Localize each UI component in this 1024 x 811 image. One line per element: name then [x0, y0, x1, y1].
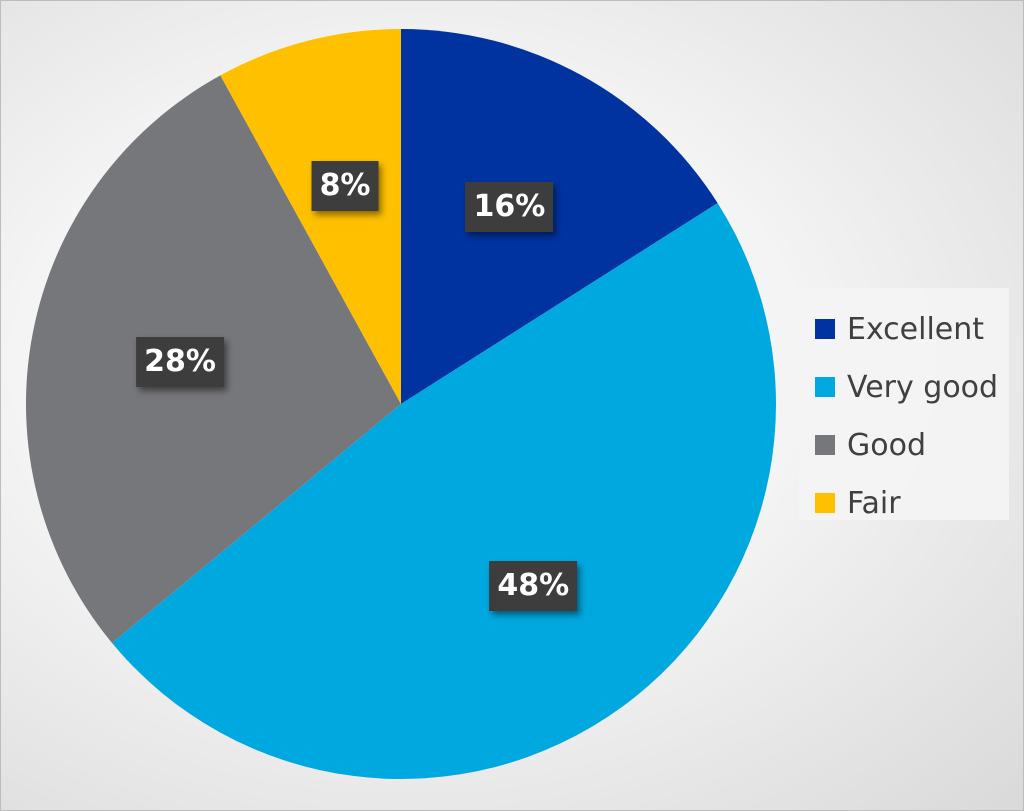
legend: Excellent Very good Good Fair	[799, 288, 1009, 521]
legend-swatch-very-good	[815, 377, 835, 397]
pie-slice-very-good	[112, 203, 776, 780]
legend-swatch-excellent	[815, 319, 835, 339]
data-label-fair: 8%	[311, 161, 379, 212]
legend-item-fair: Fair	[815, 474, 1009, 532]
data-label-excellent: 16%	[465, 181, 554, 232]
legend-label-good: Good	[847, 427, 926, 463]
legend-item-good: Good	[815, 416, 1009, 474]
legend-label-very-good: Very good	[847, 369, 999, 405]
pie-slice-excellent	[401, 29, 718, 404]
legend-item-excellent: Excellent	[815, 300, 1009, 358]
pie-slice-fair	[220, 29, 401, 404]
data-label-very-good: 48%	[489, 561, 578, 612]
legend-label-excellent: Excellent	[847, 311, 985, 347]
legend-item-very-good: Very good	[815, 358, 1009, 416]
data-label-good: 28%	[136, 336, 224, 387]
legend-swatch-fair	[815, 493, 835, 513]
legend-label-fair: Fair	[847, 485, 901, 521]
legend-swatch-good	[815, 435, 835, 455]
